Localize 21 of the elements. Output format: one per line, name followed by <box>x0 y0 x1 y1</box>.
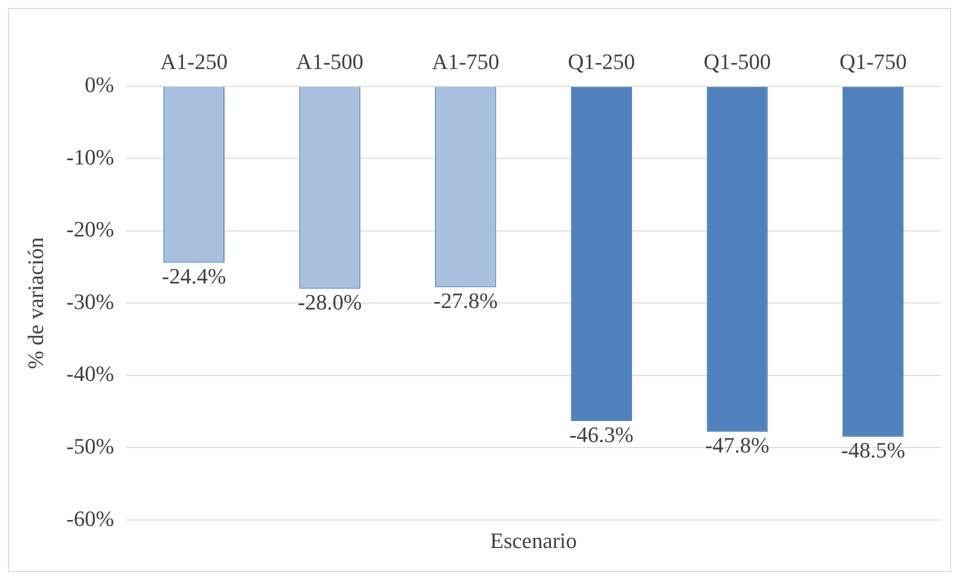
x-axis-title: Escenario <box>490 528 577 553</box>
x-tick-label: A1-250 <box>160 48 228 74</box>
data-label: -47.8% <box>705 432 770 458</box>
data-label: -24.4% <box>162 264 226 289</box>
x-tick-label: A1-750 <box>432 48 500 74</box>
data-label: -28.0% <box>298 290 362 315</box>
x-tick-label: Q1-250 <box>568 48 636 74</box>
data-label: -46.3% <box>569 422 634 447</box>
y-tick-label: -30% <box>66 288 114 314</box>
data-label: -48.5% <box>841 438 906 463</box>
x-tick-label: Q1-750 <box>839 48 907 74</box>
y-tick-label: -40% <box>66 361 114 386</box>
y-tick-label: 0% <box>84 72 114 98</box>
x-tick-label: Q1-500 <box>704 48 771 74</box>
y-tick-label: -10% <box>66 144 114 170</box>
y-tick-label: -60% <box>66 506 114 531</box>
y-tick-label: -50% <box>66 434 114 459</box>
y-axis-title: % de variación <box>22 237 48 370</box>
y-tick-label: -20% <box>66 216 114 242</box>
data-label: -27.8% <box>434 288 498 314</box>
x-tick-label: A1-500 <box>296 48 364 74</box>
